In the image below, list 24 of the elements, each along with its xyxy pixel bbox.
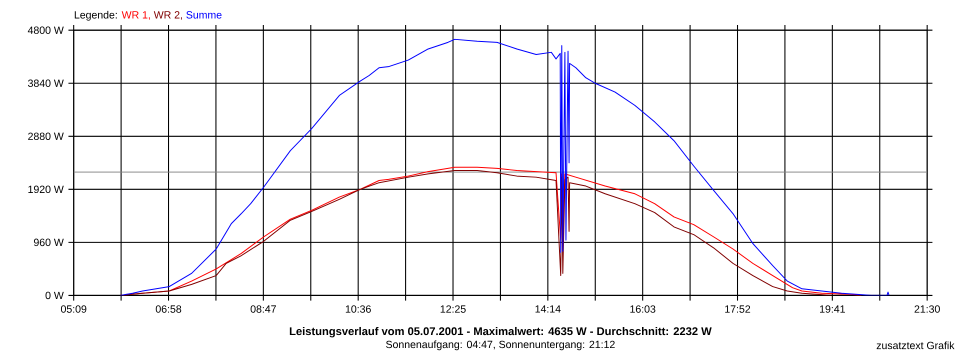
x-tick-label: 12:25: [440, 306, 466, 313]
y-tick-label: 1920 W: [28, 186, 64, 194]
text: zusatztext Grafik: [876, 342, 954, 350]
y-tick-label: 0 W: [46, 292, 64, 300]
line-series: [120, 39, 890, 296]
y-tick-label: 4800 W: [28, 26, 64, 34]
x-tick-label: 16:03: [630, 306, 656, 313]
x-tick-label: 05:09: [60, 306, 86, 313]
x-tick-label: 19:41: [820, 306, 845, 313]
x-tick-label: 10:36: [346, 306, 371, 313]
text: Sonnenaufgang: 04:47, Sonnenuntergang: 21:12: [386, 340, 615, 350]
x-tick-label: 21:30: [914, 306, 940, 313]
y-tick-label: 2880 W: [28, 132, 64, 140]
legend-title: Legende:: [74, 11, 117, 21]
text: WR 2,: [154, 11, 182, 20]
y-tick-label: 960 W: [34, 238, 64, 246]
x-tick-label: 17:52: [725, 306, 750, 313]
text: WR 1,: [122, 11, 150, 20]
x-tick-label: 06:58: [156, 306, 182, 313]
x-tick-label: 14:14: [536, 306, 561, 313]
text: Leistungsverlauf vom 05.07.2001 - Maximalwert: 4635 W - Durchschnitt: 2232 W: [290, 327, 712, 338]
x-tick-label: 08:47: [250, 306, 276, 313]
text: Summe: [186, 11, 222, 19]
y-tick-label: 3840 W: [28, 80, 64, 88]
